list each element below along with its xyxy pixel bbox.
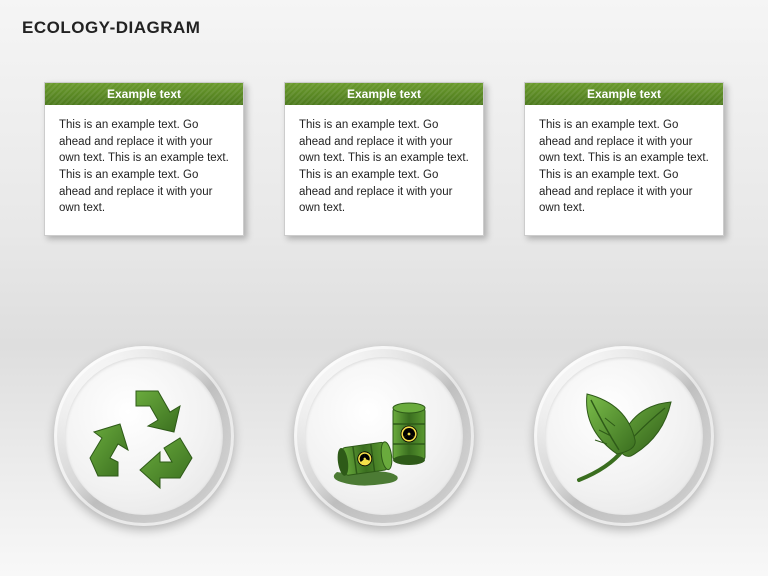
coin-3 xyxy=(524,346,724,526)
card-1-header: Example text xyxy=(45,83,243,105)
toxic-barrel-icon xyxy=(319,376,449,496)
coin-2 xyxy=(284,346,484,526)
recycle-icon xyxy=(84,376,204,496)
card-3: Example text This is an example text. Go… xyxy=(524,82,724,236)
card-2-header: Example text xyxy=(285,83,483,105)
page-title: ECOLOGY-DIAGRAM xyxy=(22,18,200,38)
card-1: Example text This is an example text. Go… xyxy=(44,82,244,236)
card-3-body: This is an example text. Go ahead and re… xyxy=(525,105,723,235)
coin-1 xyxy=(44,346,244,526)
card-3-header: Example text xyxy=(525,83,723,105)
card-1-body: This is an example text. Go ahead and re… xyxy=(45,105,243,235)
card-row: Example text This is an example text. Go… xyxy=(44,82,724,236)
leaf-icon xyxy=(559,376,689,496)
disc-1 xyxy=(54,346,234,526)
card-2-body: This is an example text. Go ahead and re… xyxy=(285,105,483,235)
card-2: Example text This is an example text. Go… xyxy=(284,82,484,236)
icons-row xyxy=(44,346,724,526)
disc-3 xyxy=(534,346,714,526)
disc-2 xyxy=(294,346,474,526)
